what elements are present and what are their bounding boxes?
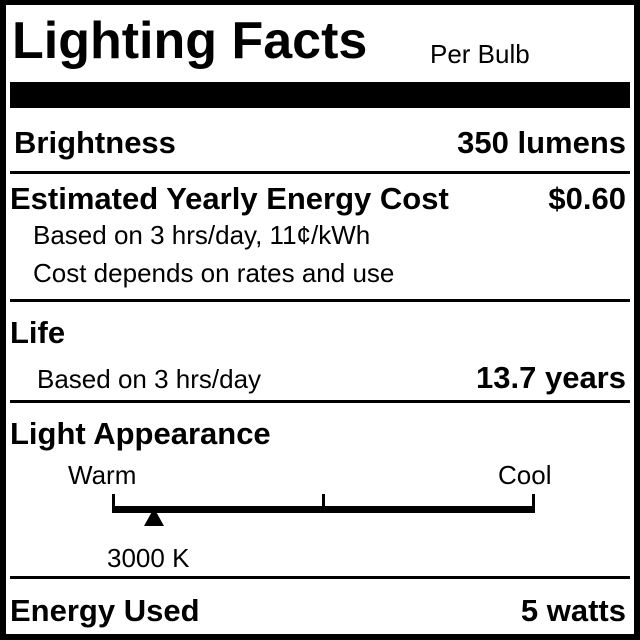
header-bar (10, 82, 630, 108)
scale-tick-middle (322, 494, 325, 513)
divider (10, 400, 630, 403)
life-value: 13.7 years (476, 360, 626, 395)
color-temperature-scale (112, 494, 535, 534)
energy-cost-label: Estimated Yearly Energy Cost (10, 181, 449, 216)
scale-tick-end (532, 494, 535, 513)
energy-cost-note-1: Based on 3 hrs/day, 11¢/kWh (33, 220, 371, 250)
life-label: Life (10, 315, 66, 350)
scale-tick-start (112, 494, 115, 513)
brightness-label: Brightness (14, 125, 176, 160)
energy-used-label: Energy Used (10, 593, 200, 628)
divider (10, 171, 630, 174)
divider (10, 299, 630, 302)
color-temperature-value: 3000 K (107, 543, 190, 573)
cool-label: Cool (498, 460, 552, 490)
light-appearance-label: Light Appearance (10, 416, 271, 451)
label-title: Lighting Facts (12, 12, 368, 70)
energy-cost-value: $0.60 (548, 181, 626, 216)
brightness-value: 350 lumens (457, 125, 626, 160)
color-temperature-marker-icon (144, 508, 165, 526)
life-note: Based on 3 hrs/day (37, 364, 262, 394)
energy-cost-note-2: Cost depends on rates and use (33, 258, 395, 288)
warm-label: Warm (68, 460, 137, 490)
lighting-facts-label: Lighting Facts Per Bulb Brightness 350 l… (6, 5, 634, 634)
energy-used-value: 5 watts (520, 593, 626, 628)
divider (10, 576, 630, 579)
label-subtitle: Per Bulb (430, 39, 530, 69)
